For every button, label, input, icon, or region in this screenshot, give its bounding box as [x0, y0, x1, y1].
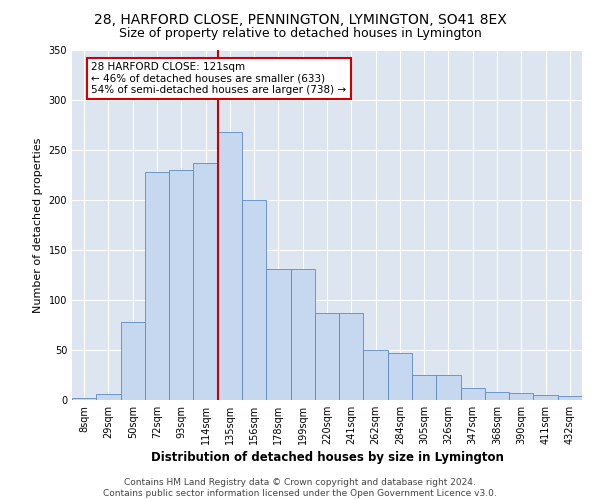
Text: 28, HARFORD CLOSE, PENNINGTON, LYMINGTON, SO41 8EX: 28, HARFORD CLOSE, PENNINGTON, LYMINGTON… [94, 12, 506, 26]
Bar [339, 313, 364, 400]
Bar [558, 396, 582, 400]
X-axis label: Distribution of detached houses by size in Lymington: Distribution of detached houses by size … [151, 451, 503, 464]
Text: Size of property relative to detached houses in Lymington: Size of property relative to detached ho… [119, 28, 481, 40]
Y-axis label: Number of detached properties: Number of detached properties [33, 138, 43, 312]
Bar [533, 395, 558, 400]
Text: Contains HM Land Registry data © Crown copyright and database right 2024.
Contai: Contains HM Land Registry data © Crown c… [103, 478, 497, 498]
Bar [121, 322, 145, 400]
Bar [315, 313, 339, 400]
Bar [242, 200, 266, 400]
Bar [96, 394, 121, 400]
Text: 28 HARFORD CLOSE: 121sqm
← 46% of detached houses are smaller (633)
54% of semi-: 28 HARFORD CLOSE: 121sqm ← 46% of detach… [91, 62, 347, 95]
Bar [72, 398, 96, 400]
Bar [412, 375, 436, 400]
Bar [509, 393, 533, 400]
Bar [388, 353, 412, 400]
Bar [266, 269, 290, 400]
Bar [436, 375, 461, 400]
Bar [193, 163, 218, 400]
Bar [290, 269, 315, 400]
Bar [364, 350, 388, 400]
Bar [461, 388, 485, 400]
Bar [218, 132, 242, 400]
Bar [169, 170, 193, 400]
Bar [485, 392, 509, 400]
Bar [145, 172, 169, 400]
